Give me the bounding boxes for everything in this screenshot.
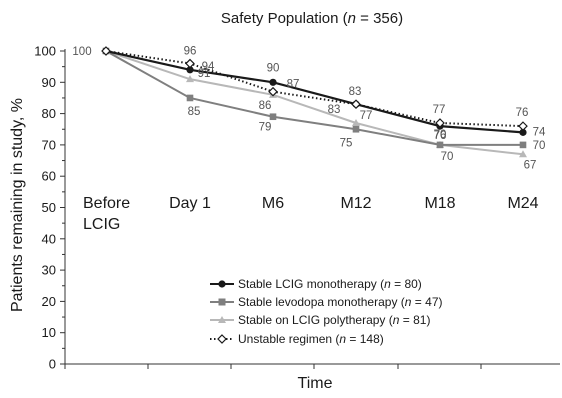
series-line xyxy=(105,50,524,156)
data-label: 70 xyxy=(434,129,447,141)
legend: Stable LCIG monotherapy (n = 80) Stable … xyxy=(210,277,443,346)
y-tick-label: 40 xyxy=(42,231,56,246)
data-label: 96 xyxy=(184,46,197,58)
y-tick-label: 20 xyxy=(42,294,56,309)
data-point xyxy=(519,128,527,136)
legend-marker-circle xyxy=(218,280,226,288)
data-point xyxy=(351,99,361,110)
data-label: 100 xyxy=(72,46,91,58)
data-label: 87 xyxy=(287,79,300,91)
x-category-label: Day 1 xyxy=(169,195,211,212)
data-label: 79 xyxy=(259,122,272,134)
x-category-label: M24 xyxy=(507,195,538,212)
legend-label: Stable LCIG monotherapy (n = 80) xyxy=(238,277,422,291)
data-label: 70 xyxy=(441,151,454,163)
data-label: 94 xyxy=(202,61,215,73)
legend-label: Stable on LCIG polytherapy (n = 81) xyxy=(238,313,430,327)
legend-item-stable-lcig-monotherapy: Stable LCIG monotherapy (n = 80) xyxy=(210,277,422,291)
y-tick-label: 30 xyxy=(42,263,56,278)
data-point xyxy=(519,150,527,158)
y-tick-label: 60 xyxy=(42,169,56,184)
data-label: 90 xyxy=(267,62,280,74)
y-tick-label: 80 xyxy=(42,106,56,121)
data-point xyxy=(185,58,195,69)
x-category-label: M6 xyxy=(262,195,284,212)
data-label: 75 xyxy=(340,137,353,149)
x-category-label: Before LCIG xyxy=(83,195,130,233)
legend-item-stable-lcig-polytherapy: Stable on LCIG polytherapy (n = 81) xyxy=(210,313,430,327)
y-axis-label: Patients remaining in study, % xyxy=(9,98,26,312)
data-point xyxy=(352,125,360,133)
data-point xyxy=(186,66,194,74)
x-axis-label: Time xyxy=(298,375,333,392)
data-label: 77 xyxy=(360,110,373,122)
y-tick-label: 10 xyxy=(42,325,56,340)
legend-label: Unstable regimen (n = 148) xyxy=(238,332,384,346)
data-point xyxy=(186,75,194,83)
legend-marker-triangle xyxy=(218,316,226,323)
x-category-label: M12 xyxy=(340,195,371,212)
y-tick-label: 0 xyxy=(49,357,56,372)
data-label: 86 xyxy=(259,100,272,112)
legend-marker-square xyxy=(218,298,226,306)
data-label: 91 xyxy=(198,68,211,80)
data-point xyxy=(101,46,111,56)
data-label: 67 xyxy=(524,159,537,171)
data-label: 85 xyxy=(188,106,201,118)
x-category-label: M18 xyxy=(424,195,455,212)
data-label: 74 xyxy=(533,126,546,138)
data-point xyxy=(268,86,278,97)
data-label: 76 xyxy=(516,107,529,119)
legend-label: Stable levodopa monotherapy (n = 47) xyxy=(238,295,443,309)
data-labels: 100 9691859087867983777577707674706794837… xyxy=(72,46,546,172)
axes xyxy=(64,49,560,369)
data-label: 77 xyxy=(433,104,446,116)
series-markers xyxy=(101,46,528,158)
data-point xyxy=(352,118,360,126)
x-axis-categories: Before LCIG Day 1 M6 M12 M18 M24 xyxy=(83,195,539,233)
legend-item-unstable-regimen: Unstable regimen (n = 148) xyxy=(210,332,384,346)
legend-item-stable-levodopa-monotherapy: Stable levodopa monotherapy (n = 47) xyxy=(210,295,443,309)
y-tick-label: 70 xyxy=(42,137,56,152)
data-label: 83 xyxy=(349,86,362,98)
series-lines xyxy=(105,49,524,156)
data-point xyxy=(186,94,194,102)
series-line xyxy=(105,50,523,146)
data-label: 83 xyxy=(328,104,341,116)
series-line xyxy=(105,49,524,134)
series-line xyxy=(105,50,524,128)
data-label: 70 xyxy=(533,140,546,152)
y-tick-label: 100 xyxy=(34,44,56,59)
legend-marker-diamond xyxy=(217,334,227,344)
data-point xyxy=(269,113,277,121)
data-point xyxy=(436,141,444,149)
y-tick-label: 50 xyxy=(42,200,56,215)
data-point xyxy=(518,121,528,131)
data-label: 76 xyxy=(434,130,447,142)
y-axis-ticks: 0 10 20 30 40 50 60 70 80 90 100 xyxy=(34,44,65,372)
data-point xyxy=(269,78,277,86)
data-point xyxy=(519,141,527,149)
data-point xyxy=(435,118,445,128)
y-tick-label: 90 xyxy=(42,75,56,90)
chart-title: Safety Population (n = 356) xyxy=(221,10,403,27)
